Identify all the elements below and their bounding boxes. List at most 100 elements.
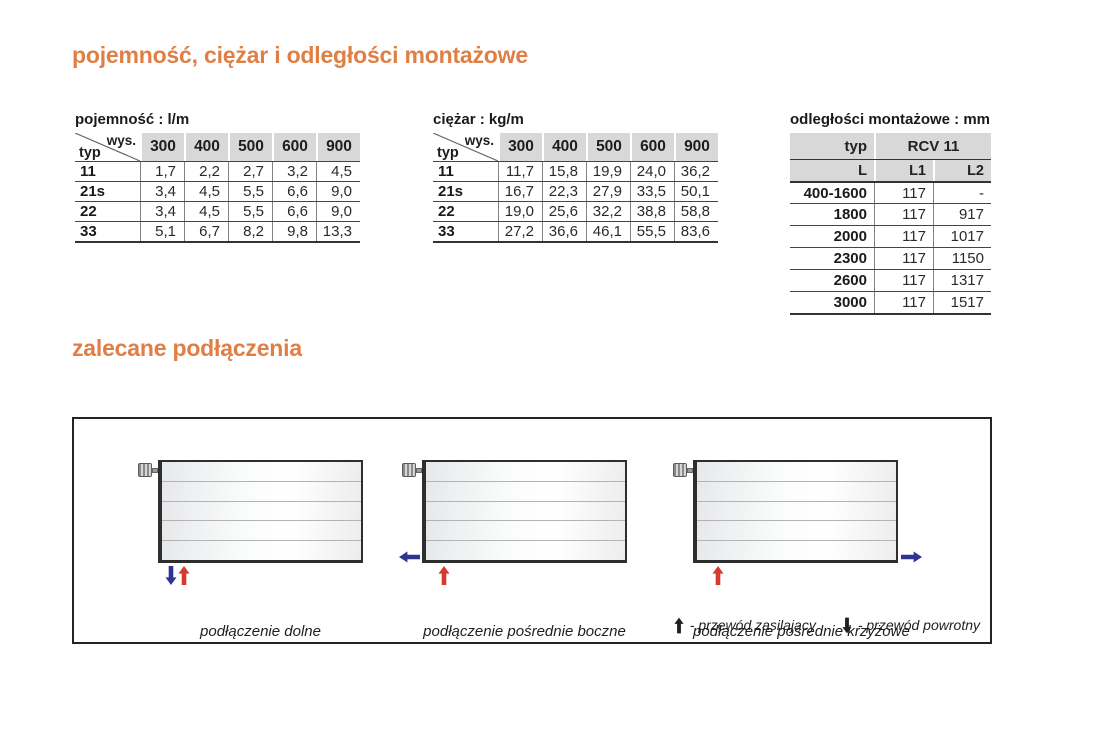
table-row: 11 11,7 15,8 19,9 24,0 36,2 — [433, 161, 718, 181]
table-cell: 33,5 — [630, 182, 674, 201]
row-header: 33 — [80, 223, 97, 240]
legend-supply-label: - przewód zasilający — [689, 617, 816, 633]
table-cell: 6,6 — [272, 182, 316, 201]
diagram-intermediate-cross-connection: podłączenie pośrednie krzyżowe — [673, 460, 922, 650]
thermostatic-valve-icon — [673, 463, 693, 478]
table-row: 22 3,4 4,5 5,5 6,6 9,0 — [75, 201, 360, 221]
corner-label-wys: wys. — [464, 133, 494, 148]
section-title-connections: zalecane podłączenia — [72, 335, 302, 361]
supply-arrow-up-icon — [438, 566, 450, 585]
table-cell: 1517 — [933, 292, 991, 313]
table-cell: 4,5 — [184, 202, 228, 221]
column-header: L — [790, 160, 874, 181]
corner-label-typ: typ — [437, 145, 459, 161]
table-row: 2300 117 1150 — [790, 247, 991, 269]
table-row: 2600 117 1317 — [790, 269, 991, 291]
valve-knob — [138, 463, 152, 477]
legend-item-supply: - przewód zasilający — [674, 617, 816, 634]
diagram-caption: podłączenie pośrednie krzyżowe — [693, 623, 910, 640]
table-cell: 36,6 — [542, 222, 586, 241]
weight-table-label: ciężar : kg/m — [433, 111, 524, 128]
return-arrow-right-icon — [901, 551, 922, 563]
thermostatic-valve-icon — [402, 463, 422, 478]
section-title-capacity-weight: pojemność, ciężar i odległości montażowe — [72, 42, 528, 68]
radiator — [158, 460, 363, 563]
table-cell: 24,0 — [630, 162, 674, 181]
table-cell: 9,0 — [316, 202, 360, 221]
mounting-table: typ RCV 11 L L1 L2 400-1600 117-1800 117 917 2000… — [790, 133, 991, 315]
table-cell: 2,2 — [184, 162, 228, 181]
valve-knob — [673, 463, 687, 477]
thermostatic-valve-icon — [138, 463, 158, 478]
capacity-table-section: pojemność : l/m wys. typ 300 400 500 600 900 11… — [75, 111, 360, 243]
table-cell: 13,3 — [316, 222, 360, 241]
table-cell: 27,9 — [586, 182, 630, 201]
row-header: 2000 — [833, 228, 867, 245]
column-header: 300 — [140, 133, 184, 161]
table-cell: 8,2 — [228, 222, 272, 241]
legend: - przewód zasilający - przewód powrotny — [674, 613, 980, 637]
column-header: 900 — [316, 133, 360, 161]
table-cell: 16,7 — [498, 182, 542, 201]
table-cell: 117 — [874, 183, 933, 203]
connections-diagram-panel: podłączenie dolne podłączenie pośrednie … — [72, 417, 992, 644]
table-cell: 9,8 — [272, 222, 316, 241]
column-header: L1 — [874, 160, 933, 181]
table-cell: 4,5 — [184, 182, 228, 201]
table-cell: 25,6 — [542, 202, 586, 221]
row-header: 2300 — [833, 250, 867, 267]
table-cell: 3,4 — [140, 202, 184, 221]
table-cell: 1017 — [933, 226, 991, 247]
weight-table: wys. typ 300 400 500 600 900 11 11,7 15,8 19,9 24,0… — [433, 133, 718, 243]
legend-return-label: - przewód powrotny — [857, 617, 980, 633]
table-cell: 2,7 — [228, 162, 272, 181]
table-cell: 1,7 — [140, 162, 184, 181]
column-header: 400 — [542, 133, 586, 161]
column-header-typ: typ — [790, 133, 874, 159]
column-header-model: RCV 11 — [874, 133, 991, 159]
corner-label-typ: typ — [79, 145, 101, 161]
table-cell: 1317 — [933, 270, 991, 291]
row-header: 2600 — [833, 272, 867, 289]
table-cell: 38,8 — [630, 202, 674, 221]
column-header: 600 — [630, 133, 674, 161]
table-cell: 19,0 — [498, 202, 542, 221]
table-cell: - — [933, 183, 991, 203]
table-row: 400-1600 117- — [790, 181, 991, 203]
return-arrow-down-icon — [842, 617, 852, 634]
table-cell: 5,1 — [140, 222, 184, 241]
table-cell: 117 — [874, 248, 933, 269]
table-row: 2000 117 1017 — [790, 225, 991, 247]
table-row: 1800 117 917 — [790, 203, 991, 225]
radiator — [422, 460, 627, 563]
valve-stem — [687, 468, 693, 473]
table-row: 3000 117 1517 — [790, 291, 991, 313]
row-header: 22 — [438, 203, 455, 220]
legend-item-return: - przewód powrotny — [842, 617, 980, 634]
table-cell: 3,4 — [140, 182, 184, 201]
table-cell: 46,1 — [586, 222, 630, 241]
table-cell: 83,6 — [674, 222, 718, 241]
table-cell: 32,2 — [586, 202, 630, 221]
mounting-distances-section: odległości montażowe : mm typ RCV 11 L L1 L2… — [790, 111, 991, 315]
table-cell: 19,9 — [586, 162, 630, 181]
table-cell: 117 — [874, 204, 933, 225]
column-header: L2 — [933, 160, 991, 181]
supply-arrow-up-icon — [712, 566, 724, 585]
table-cell: 117 — [874, 226, 933, 247]
row-header: 21s — [80, 183, 106, 200]
table-header-row: typ RCV 11 — [790, 133, 991, 159]
row-header: 11 — [438, 163, 454, 180]
corner-cell: wys. typ — [433, 133, 498, 161]
table-cell: 6,7 — [184, 222, 228, 241]
corner-cell: wys. typ — [75, 133, 140, 161]
diagram-caption: podłączenie dolne — [200, 623, 321, 640]
table-row: 22 19,0 25,6 32,2 38,8 58,8 — [433, 201, 718, 221]
table-cell: 58,8 — [674, 202, 718, 221]
table-cell: 22,3 — [542, 182, 586, 201]
supply-arrow-up-icon — [178, 566, 190, 585]
row-header: 11 — [80, 163, 96, 180]
table-cell: 9,0 — [316, 182, 360, 201]
table-cell: 50,1 — [674, 182, 718, 201]
row-header: 22 — [80, 203, 97, 220]
